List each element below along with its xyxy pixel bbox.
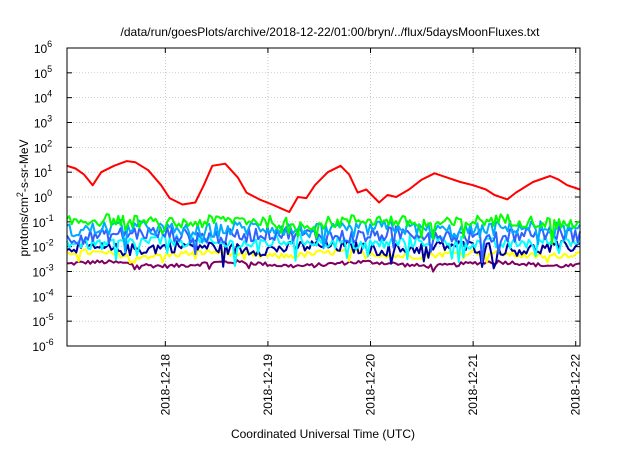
- series-line: [66, 233, 581, 267]
- chart-title: /data/run/goesPlots/archive/2018-12-22/0…: [121, 25, 541, 39]
- y-tick-labels: 10-6 10-5 10-4 10-3 10-2 10-1 100 101 102 103 104 1…: [32, 39, 53, 354]
- y-tick-label: 10-5: [32, 312, 53, 329]
- y-tick-label: 10-4: [32, 287, 53, 304]
- y-tick-label: 10-6: [32, 337, 53, 354]
- x-tick-label: 2018-12-22: [569, 354, 583, 416]
- y-axis-label: protons/cm2-s-sr-MeV: [15, 139, 31, 256]
- y-tick-label: 104: [34, 89, 52, 106]
- y-tick-label: 105: [34, 64, 52, 81]
- y-tick-label: 100: [34, 188, 52, 205]
- x-tick-label: 2018-12-19: [261, 354, 275, 416]
- series-line: [66, 219, 581, 254]
- x-axis-label: Coordinated Universal Time (UTC): [231, 427, 415, 441]
- y-tick-label: 10-1: [32, 213, 53, 230]
- y-tick-label: 106: [34, 39, 52, 56]
- series-line: [66, 248, 581, 264]
- x-tick-label: 2018-12-18: [158, 354, 172, 416]
- series-group: [66, 160, 581, 273]
- series-line: [66, 160, 581, 213]
- series-line: [66, 259, 581, 273]
- x-tick-label: 2018-12-20: [364, 354, 378, 416]
- y-tick-label: 101: [34, 163, 52, 180]
- x-tick-label: 2018-12-21: [466, 354, 480, 416]
- y-tick-label: 10-2: [32, 238, 53, 255]
- y-tick-label: 103: [34, 114, 52, 131]
- plot-frame: [66, 47, 581, 347]
- y-tick-label: 10-3: [32, 263, 53, 280]
- x-tick-labels: 2018-12-18 2018-12-19 2018-12-20 2018-12-21…: [158, 354, 582, 416]
- series-line: [66, 213, 581, 246]
- y-tick-label: 102: [34, 138, 52, 155]
